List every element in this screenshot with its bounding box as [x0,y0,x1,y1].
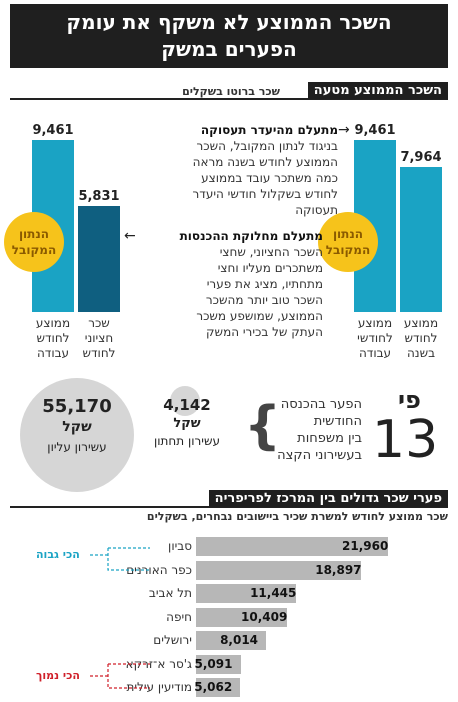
hbar-value-label: 21,960 [342,539,389,553]
note2-line: השכר החציוני, שחצי [219,245,323,259]
section2-rule [10,506,448,508]
bottom-decile-value: 4,142 [163,396,211,414]
hbar-category-label: חיפה [166,609,192,624]
hbar-category-label: מודיעין עילית [126,680,192,694]
section2-subheader: שכר ממוצע לחודש למשרת שכיר ביישובים נבחר… [146,510,448,523]
top-decile-label: עשירון עליון [47,440,107,454]
hbar-category-label: ירושלים [153,633,192,647]
top-decile-unit: שקל [62,419,92,435]
note1-line: לחודש בשקלול חודשי היעדר [192,187,339,201]
right-chart-value-label: 9,461 [354,123,396,138]
hbar [196,537,388,556]
note-employment: מתעלם מהיעדר תעסוקה בניגוד לנתון המקובל,… [148,122,339,218]
multiplier-word: פי [398,386,421,414]
bottom-decile-label: עשירון תחתון [154,434,220,448]
section1-subheader: שכר ברוטו בשקלים [182,85,280,98]
note2-line: מתחתיו, מציג את פערי [206,277,323,291]
main-title: השכר הממוצע לא משקף את עומק הפערים במשק [10,4,448,68]
note1-line: תעסוקה [295,203,338,217]
right-chart-category-label: ממוצע לחודשי עבודה [357,316,393,360]
left-chart-value-label: 9,461 [32,123,74,138]
hbar-category-label: ג'סר א־זרקא [125,656,192,671]
hbar-value-label: 18,897 [315,562,362,577]
hbar [196,678,241,697]
hbar-value-label: 10,409 [241,609,288,624]
note2-line: העתק של בכירי המשק [206,325,323,339]
note2-line: השכר טוב יותר מהשכר [205,293,323,307]
title-line-2: הפערים במשק [161,37,297,61]
hbar-value-label: 5,091 [194,656,233,671]
hbar [196,654,241,674]
section1-header: השכר הממוצע מטעה [307,82,448,99]
note1-line: הממוצע לחודש בשנה מראה [192,155,338,169]
note2-line: הממוצע, שמושפע משכר [196,309,323,323]
right-chart-value-label: 7,964 [400,150,442,166]
bottom-decile-circle [170,386,200,416]
hbar [196,584,297,603]
right-chart-bar [400,167,442,312]
hbar [196,560,362,580]
hbar [196,631,267,650]
right-chart-category-label: ממוצע לחודש בשנה [403,316,439,360]
hbar-category-label: כפר האורנים [126,562,192,577]
multiplier-value: 13 [372,410,439,470]
accepted-figure-badge-right: הנתון המקובל [318,212,378,272]
hbar [196,607,287,627]
title-line-1: השכר הממוצע לא משקף את עומק [66,10,392,34]
left-chart-category-label: ממוצע לחודש עבודה [35,316,71,360]
note-distribution-title: מתעלם מחלוקת ההכנסות [179,229,323,243]
left-chart-value-label: 5,831 [78,188,120,204]
accepted-figure-badge-left: הנתון המקובל [4,212,64,272]
arrow-right-icon: → [338,122,350,138]
top-decile-circle [20,378,134,492]
bottom-decile-unit: שקל [173,416,201,431]
left-chart-bar [78,205,120,312]
gap-description: הפער בהכנסה החודשית בין משפחות בעשירוני הקצ… [277,397,362,463]
left-chart-category-label: שכר חציוני לחודש [82,316,116,360]
top-decile-value: 55,170 [42,396,112,417]
note2-line: משתכרים מעליו וחצי [217,261,323,275]
hbar-value-label: 8,014 [220,633,259,647]
section2-header: פערי שכר גדולים בין המרכז לפריפריה [208,490,448,507]
brace-icon: { [244,396,282,456]
lowest-tag: הכי נמוך [36,669,80,682]
section1-rule [10,98,448,100]
highest-tag: הכי גבוה [36,548,80,561]
note-distribution: מתעלם מחלוקת ההכנסות השכר החציוני, שחצי … [143,228,323,340]
hbar-category-label: תל אביב [148,586,192,600]
hbar-value-label: 5,062 [194,680,233,694]
hbar-value-label: 11,445 [250,586,297,600]
note-employment-title: מתעלם מהיעדר תעסוקה [200,123,338,137]
arrow-left-icon: ← [124,228,136,244]
note1-line: כמה משתכר עובד בממוצע [201,171,338,185]
note1-line: בניגוד לנתון המקובל, השכר [196,139,339,153]
hbar-category-label: סביון [168,539,192,553]
